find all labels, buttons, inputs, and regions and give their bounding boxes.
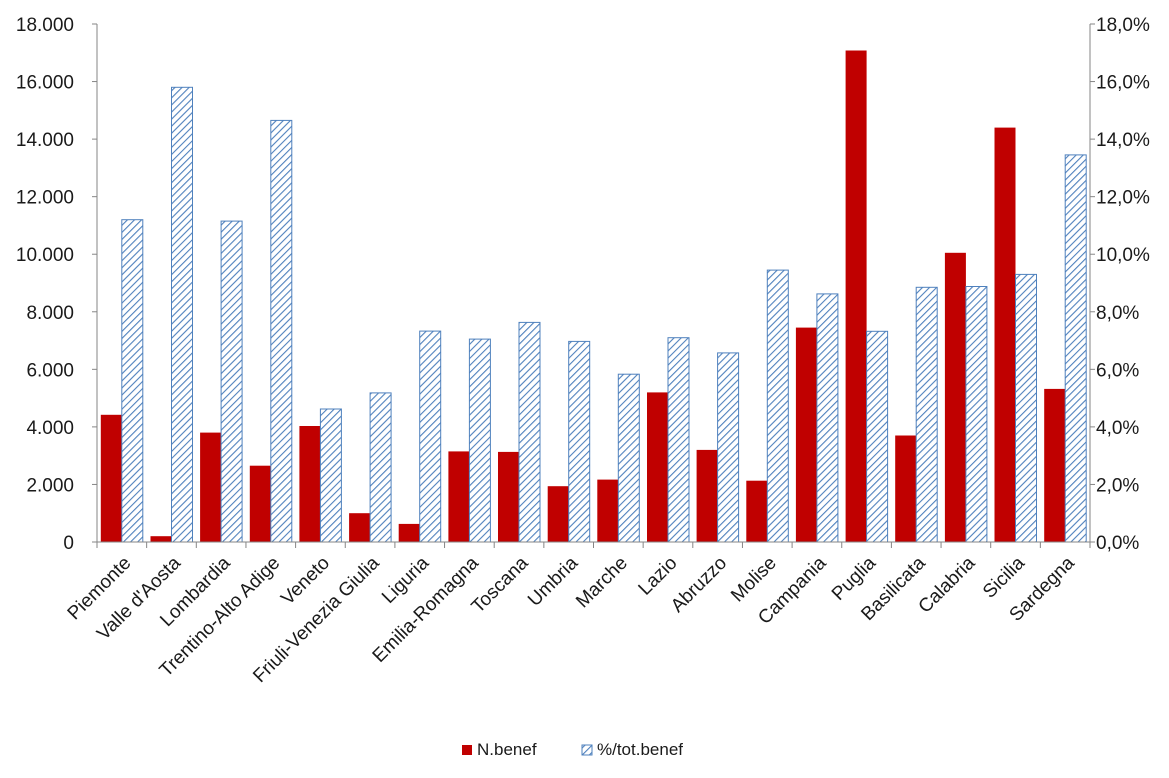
left-tick-label: 4.000 — [26, 418, 74, 439]
bar-pct — [1015, 273, 1037, 543]
bar-pct — [816, 293, 839, 543]
bar-nbenef — [746, 480, 768, 542]
bar-pct — [915, 286, 938, 543]
bar-pct — [121, 219, 144, 543]
legend-label-pct: %/tot.benef — [597, 740, 683, 759]
left-tick-label: 6.000 — [26, 360, 74, 381]
legend-swatch-nbenef — [462, 745, 472, 755]
bar-nbenef — [944, 252, 966, 543]
bar-pct — [419, 330, 442, 543]
category-label: Umbria — [524, 552, 582, 610]
right-tick-label: 12,0% — [1096, 188, 1150, 209]
right-tick-label: 2,0% — [1096, 475, 1139, 496]
bar-pct — [568, 340, 591, 543]
bar-pct — [1064, 154, 1087, 543]
bar-pct — [220, 220, 243, 543]
bar-pct — [468, 338, 491, 543]
bar-pct — [965, 286, 988, 543]
left-tick-label: 0 — [63, 533, 74, 554]
category-label: Lazio — [635, 553, 682, 600]
bar-pct — [866, 330, 889, 543]
bar-nbenef — [100, 414, 122, 542]
bar-nbenef — [398, 523, 420, 542]
bar-nbenef — [547, 486, 569, 542]
bar-nbenef — [994, 127, 1016, 542]
bars-layer — [100, 50, 1087, 543]
bar-nbenef — [349, 513, 371, 542]
category-label: Marche — [572, 553, 632, 613]
bar-nbenef — [498, 451, 519, 542]
bar-pct — [617, 373, 640, 543]
bar-pct — [369, 392, 392, 543]
bar-nbenef — [299, 426, 321, 542]
left-tick-label: 14.000 — [16, 130, 74, 151]
bar-nbenef — [647, 392, 668, 542]
bar-nbenef — [597, 479, 619, 542]
left-tick-label: 8.000 — [26, 303, 74, 324]
bar-nbenef — [200, 432, 222, 542]
axes-layer — [92, 23, 1095, 548]
legend: N.benef %/tot.benef — [462, 740, 683, 759]
left-tick-label: 16.000 — [16, 73, 74, 94]
bar-pct — [270, 119, 293, 543]
right-tick-label: 0,0% — [1096, 533, 1139, 554]
right-tick-label: 6,0% — [1096, 360, 1139, 381]
bar-nbenef — [448, 451, 470, 542]
left-tick-label: 2.000 — [26, 475, 74, 496]
bar-pct — [319, 408, 342, 543]
left-tick-label: 18.000 — [16, 15, 74, 36]
right-tick-label: 16,0% — [1096, 73, 1150, 94]
bar-nbenef — [249, 465, 271, 542]
bar-pct — [717, 352, 740, 543]
bar-pct — [766, 269, 789, 543]
legend-label-nbenef: N.benef — [477, 740, 537, 759]
bar-nbenef — [1044, 388, 1066, 542]
left-tick-label: 10.000 — [16, 245, 74, 266]
bar-nbenef — [696, 449, 718, 542]
right-tick-label: 4,0% — [1096, 418, 1139, 439]
bar-nbenef — [795, 327, 817, 542]
right-tick-label: 18,0% — [1096, 15, 1150, 36]
bar-pct — [171, 86, 193, 543]
right-tick-label: 14,0% — [1096, 130, 1150, 151]
bar-nbenef — [150, 536, 172, 542]
category-label: Abruzzo — [667, 553, 731, 617]
legend-swatch-pct — [581, 744, 593, 756]
left-tick-label: 12.000 — [16, 188, 74, 209]
bar-nbenef — [845, 50, 867, 542]
bar-nbenef — [895, 435, 917, 542]
right-tick-label: 8,0% — [1096, 303, 1139, 324]
right-tick-label: 10,0% — [1096, 245, 1150, 266]
bar-pct — [518, 321, 541, 543]
bar-pct — [667, 337, 690, 543]
